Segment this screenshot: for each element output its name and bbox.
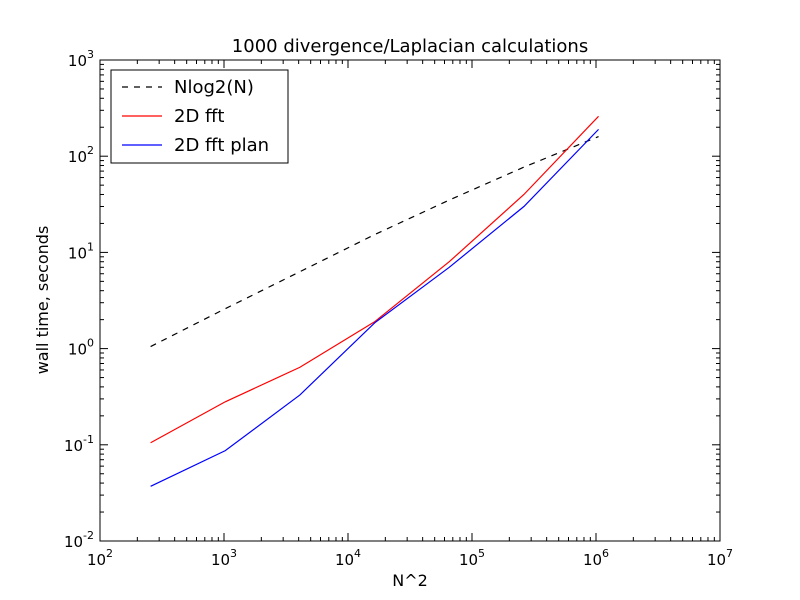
legend-label-2: 2D fft plan (174, 135, 269, 156)
legend-items: Nlog2(N) 2D fft 2D fft plan (122, 77, 269, 156)
y-tick-label: 101 (68, 240, 94, 262)
legend: Nlog2(N) 2D fft 2D fft plan (110, 69, 289, 164)
legend-label-1: 2D fft (174, 106, 225, 127)
y-tick-label: 100 (68, 337, 94, 359)
x-axis-ticks: 102 103 104 105 106 107 (87, 60, 733, 569)
y-axis-label: wall time, seconds (33, 226, 52, 375)
x-tick-label: 102 (87, 547, 113, 569)
x-tick-label: 106 (583, 547, 609, 569)
y-tick-label: 102 (68, 144, 94, 166)
y-tick-label: 10-2 (64, 529, 94, 551)
plot-frame (99, 59, 721, 542)
x-tick-label: 105 (459, 547, 485, 569)
x-tick-label: 103 (211, 547, 237, 569)
y-axis-ticks: 10-2 10-1 100 101 102 103 (64, 48, 720, 551)
series-line-1 (150, 115, 599, 444)
series-line-2 (150, 128, 599, 487)
y-tick-label: 10-1 (64, 433, 94, 455)
chart-title: 1000 divergence/Laplacian calculations (232, 36, 588, 57)
y-tick-label: 103 (68, 48, 94, 70)
plot-series (150, 115, 599, 487)
x-axis-label: N^2 (392, 571, 428, 590)
legend-label-0: Nlog2(N) (174, 77, 254, 98)
x-tick-label: 107 (707, 547, 733, 569)
x-tick-label: 104 (335, 547, 361, 569)
